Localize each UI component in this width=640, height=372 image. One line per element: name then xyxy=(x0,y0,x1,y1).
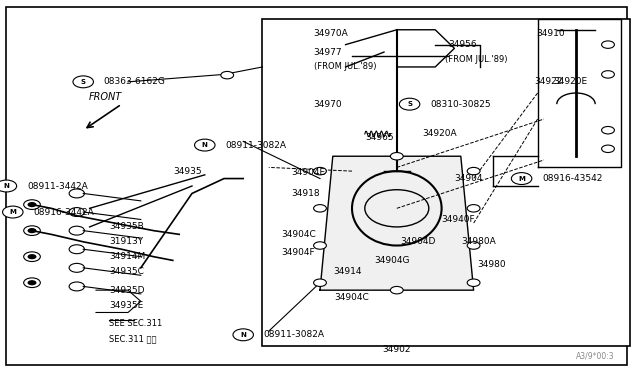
Bar xyxy=(262,19,630,346)
Text: 34935D: 34935D xyxy=(109,286,144,295)
Text: 34965: 34965 xyxy=(365,133,394,142)
Circle shape xyxy=(467,167,480,175)
Text: 08911-3082A: 08911-3082A xyxy=(264,330,324,339)
Text: 34935B: 34935B xyxy=(109,222,143,231)
Text: 34920A: 34920A xyxy=(422,129,457,138)
Circle shape xyxy=(3,206,23,218)
Text: 34970: 34970 xyxy=(314,100,342,109)
Text: S: S xyxy=(407,101,412,107)
Text: 34918: 34918 xyxy=(291,189,320,198)
Text: 34970A: 34970A xyxy=(314,29,348,38)
Text: 34940F: 34940F xyxy=(442,215,476,224)
Circle shape xyxy=(467,279,480,286)
Text: 34977: 34977 xyxy=(314,48,342,57)
Text: 34922: 34922 xyxy=(534,77,563,86)
Text: (FROM JUL.'89): (FROM JUL.'89) xyxy=(445,55,508,64)
Circle shape xyxy=(28,202,36,207)
Text: A3/9*00:3: A3/9*00:3 xyxy=(576,352,614,361)
Circle shape xyxy=(390,286,403,294)
Text: 08911-3082A: 08911-3082A xyxy=(225,141,286,150)
Text: 34980: 34980 xyxy=(477,260,506,269)
Text: N: N xyxy=(3,183,10,189)
Circle shape xyxy=(314,279,326,286)
Circle shape xyxy=(221,71,234,79)
Circle shape xyxy=(314,205,326,212)
Circle shape xyxy=(314,242,326,249)
Text: 34920E: 34920E xyxy=(554,77,588,86)
Circle shape xyxy=(0,180,17,192)
Text: 34904G: 34904G xyxy=(374,256,410,265)
FancyBboxPatch shape xyxy=(6,7,627,365)
Circle shape xyxy=(73,76,93,88)
Circle shape xyxy=(195,139,215,151)
Text: 08911-3442A: 08911-3442A xyxy=(27,182,88,190)
Circle shape xyxy=(233,329,253,341)
Text: (FROM JUL.'89): (FROM JUL.'89) xyxy=(314,62,376,71)
Circle shape xyxy=(467,242,480,249)
Text: 34902: 34902 xyxy=(383,345,411,354)
Text: N: N xyxy=(240,332,246,338)
Text: 08916-3442A: 08916-3442A xyxy=(33,208,94,217)
Circle shape xyxy=(390,153,403,160)
Text: SEC.311 参照: SEC.311 参照 xyxy=(109,334,156,343)
Text: 34910: 34910 xyxy=(536,29,564,38)
Text: 34904C: 34904C xyxy=(282,230,316,239)
Circle shape xyxy=(511,173,532,185)
Text: 34956: 34956 xyxy=(448,40,477,49)
Text: 34904D: 34904D xyxy=(400,237,435,246)
Text: M: M xyxy=(10,209,16,215)
Text: 34904E: 34904E xyxy=(291,169,325,177)
Text: 08310-30825: 08310-30825 xyxy=(430,100,491,109)
Text: 34904F: 34904F xyxy=(282,248,316,257)
Text: 31913Y: 31913Y xyxy=(109,237,143,246)
Text: 34935C: 34935C xyxy=(109,267,143,276)
Text: 34935E: 34935E xyxy=(109,301,143,310)
Text: FRONT: FRONT xyxy=(89,92,122,102)
Text: 34935: 34935 xyxy=(173,167,202,176)
Text: 34914M: 34914M xyxy=(109,252,145,261)
Polygon shape xyxy=(320,156,474,290)
Text: SEE SEC.311: SEE SEC.311 xyxy=(109,319,162,328)
Text: 08916-43542: 08916-43542 xyxy=(542,174,602,183)
Text: 08363-6162G: 08363-6162G xyxy=(104,77,166,86)
Text: M: M xyxy=(518,176,525,182)
Text: 34914: 34914 xyxy=(333,267,362,276)
Circle shape xyxy=(28,228,36,233)
Text: 34904: 34904 xyxy=(454,174,483,183)
Text: S: S xyxy=(81,79,86,85)
Circle shape xyxy=(399,98,420,110)
Circle shape xyxy=(28,254,36,259)
Text: 34904C: 34904C xyxy=(335,293,369,302)
Text: 34980A: 34980A xyxy=(461,237,495,246)
Circle shape xyxy=(314,167,326,175)
Circle shape xyxy=(467,205,480,212)
Text: N: N xyxy=(202,142,208,148)
Circle shape xyxy=(28,280,36,285)
